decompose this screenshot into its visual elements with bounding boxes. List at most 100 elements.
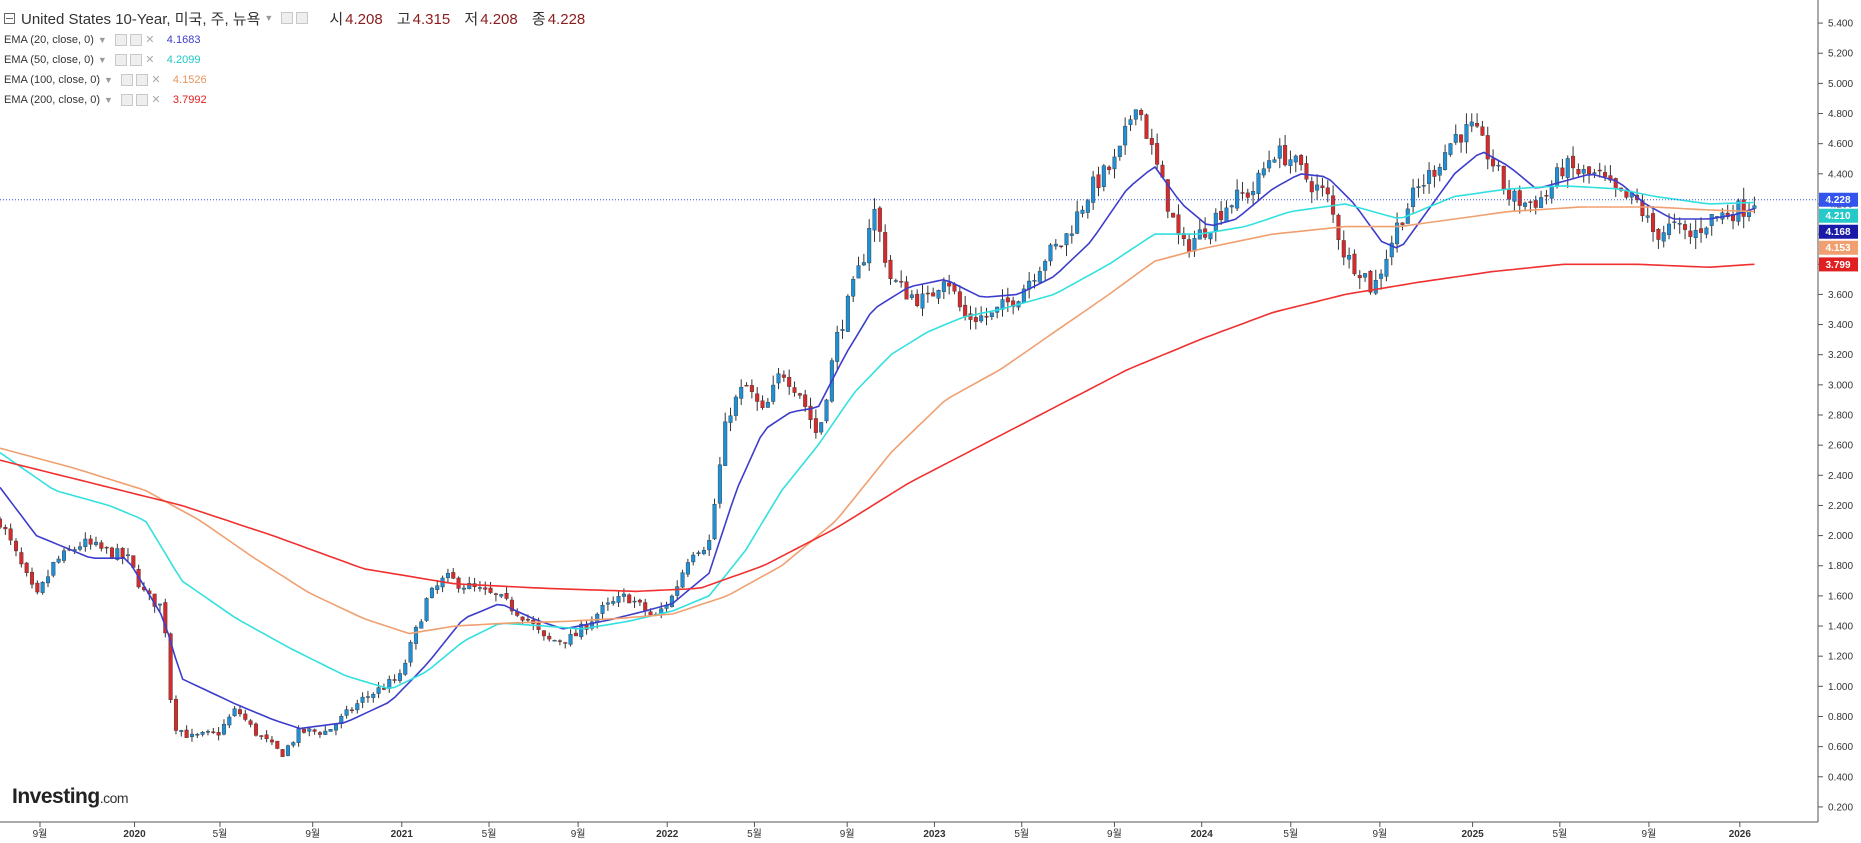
price-label-bg [1819,208,1858,223]
hide-icon[interactable] [135,74,148,86]
candle-body [328,729,333,732]
candle-body [1571,155,1576,169]
candle-body [1192,238,1197,252]
candle-body [936,290,941,299]
y-tick-label: 3.600 [1828,290,1853,301]
x-tick-label: 2022 [656,829,679,840]
settings-icon[interactable] [281,12,294,24]
x-tick-label: 9월 [571,828,586,840]
settings-icon[interactable] [114,34,127,46]
candle-body [243,713,248,720]
candle-body [1229,205,1234,208]
candle-body [1453,134,1458,143]
settings-icon[interactable] [114,54,127,66]
candle-body [1096,174,1101,189]
candle-body [739,387,744,399]
chevron-down-icon[interactable]: ▼ [104,95,113,105]
candle-body [1651,213,1656,232]
candle-body [883,232,888,263]
close-icon[interactable]: ✕ [145,54,155,66]
candle-body [1432,169,1437,177]
y-tick-label: 0.600 [1828,742,1853,753]
candle-body [632,600,637,603]
indicator-value: 4.2099 [166,54,201,66]
indicator-row-ema200[interactable]: EMA (200, close, 0) ▼ ✕ 3.7992 [4,90,585,110]
open-value: 4.208 [345,10,383,28]
candle-body [445,572,450,579]
candle-body [125,554,130,557]
settings-icon[interactable] [120,94,133,106]
candle-body [1325,187,1330,195]
candle-body [179,730,184,732]
candle-body [685,562,690,575]
candle-body [1491,158,1496,167]
candle-body [947,282,952,287]
candle-body [1693,230,1698,238]
hide-icon[interactable] [129,34,142,46]
close-icon[interactable]: ✕ [151,74,161,86]
price-label-bg [1819,240,1858,255]
y-tick-label: 1.200 [1828,652,1853,663]
candle-body [77,546,82,550]
hide-icon[interactable] [129,54,142,66]
chevron-down-icon[interactable]: ▼ [104,75,113,85]
candle-body [461,587,466,590]
candle-body [1709,214,1714,226]
chevron-down-icon[interactable]: ▼ [97,55,107,65]
candle-body [1443,152,1448,170]
candle-body [787,377,792,387]
candle-body [1144,114,1149,139]
investing-logo: Investing.com [12,785,129,809]
candle-body [1533,200,1538,208]
candle-body [275,740,280,749]
candle-body [397,673,402,681]
indicator-value: 4.1683 [166,34,201,46]
hide-icon[interactable] [296,12,309,24]
candle-body [1544,195,1549,197]
candle-body [1672,221,1677,223]
chevron-down-icon[interactable]: ▼ [264,13,274,23]
candle-body [93,541,98,545]
candle-body [168,633,173,701]
candle-body [1293,155,1298,163]
collapse-icon[interactable] [4,12,15,24]
candle-body [797,393,802,396]
candle-body [248,720,253,725]
candle-body [227,716,232,726]
close-icon[interactable]: ✕ [151,94,161,106]
indicator-row-ema100[interactable]: EMA (100, close, 0) ▼ ✕ 4.1526 [4,70,585,90]
candle-body [1384,258,1389,277]
y-tick-label: 3.000 [1828,380,1853,391]
candle-body [1309,181,1314,193]
candle-body [963,304,968,317]
candle-body [1523,202,1528,207]
candle-body [1528,201,1533,203]
y-tick-label: 5.200 [1828,49,1853,60]
candle-body [755,393,760,402]
candle-body [1304,163,1309,180]
logo-suffix: .com [99,790,129,806]
candle-body [195,733,200,736]
candle-body [493,593,498,595]
indicator-value: 3.7992 [172,94,207,106]
candle-body [1299,155,1304,165]
settings-icon[interactable] [120,74,133,86]
candle-body [1395,222,1400,245]
chevron-down-icon[interactable]: ▼ [97,35,107,45]
candle-body [1581,169,1586,174]
candle-body [717,464,722,504]
close-icon[interactable]: ✕ [145,34,155,46]
y-tick-label: 1.400 [1828,622,1853,633]
candle-body [728,415,733,423]
hide-icon[interactable] [135,94,148,106]
indicator-row-ema50[interactable]: EMA (50, close, 0) ▼ ✕ 4.2099 [4,50,585,70]
candle-body [627,594,632,604]
indicator-row-ema20[interactable]: EMA (20, close, 0) ▼ ✕ 4.1683 [4,30,585,50]
candle-body [1411,187,1416,207]
candle-body [1075,211,1080,234]
candle-body [237,709,242,715]
chart-legend: United States 10-Year, 미국, 주, 뉴욕 ▼ 시 4.20… [4,6,585,110]
candle-body [904,281,909,300]
candle-body [1341,240,1346,258]
